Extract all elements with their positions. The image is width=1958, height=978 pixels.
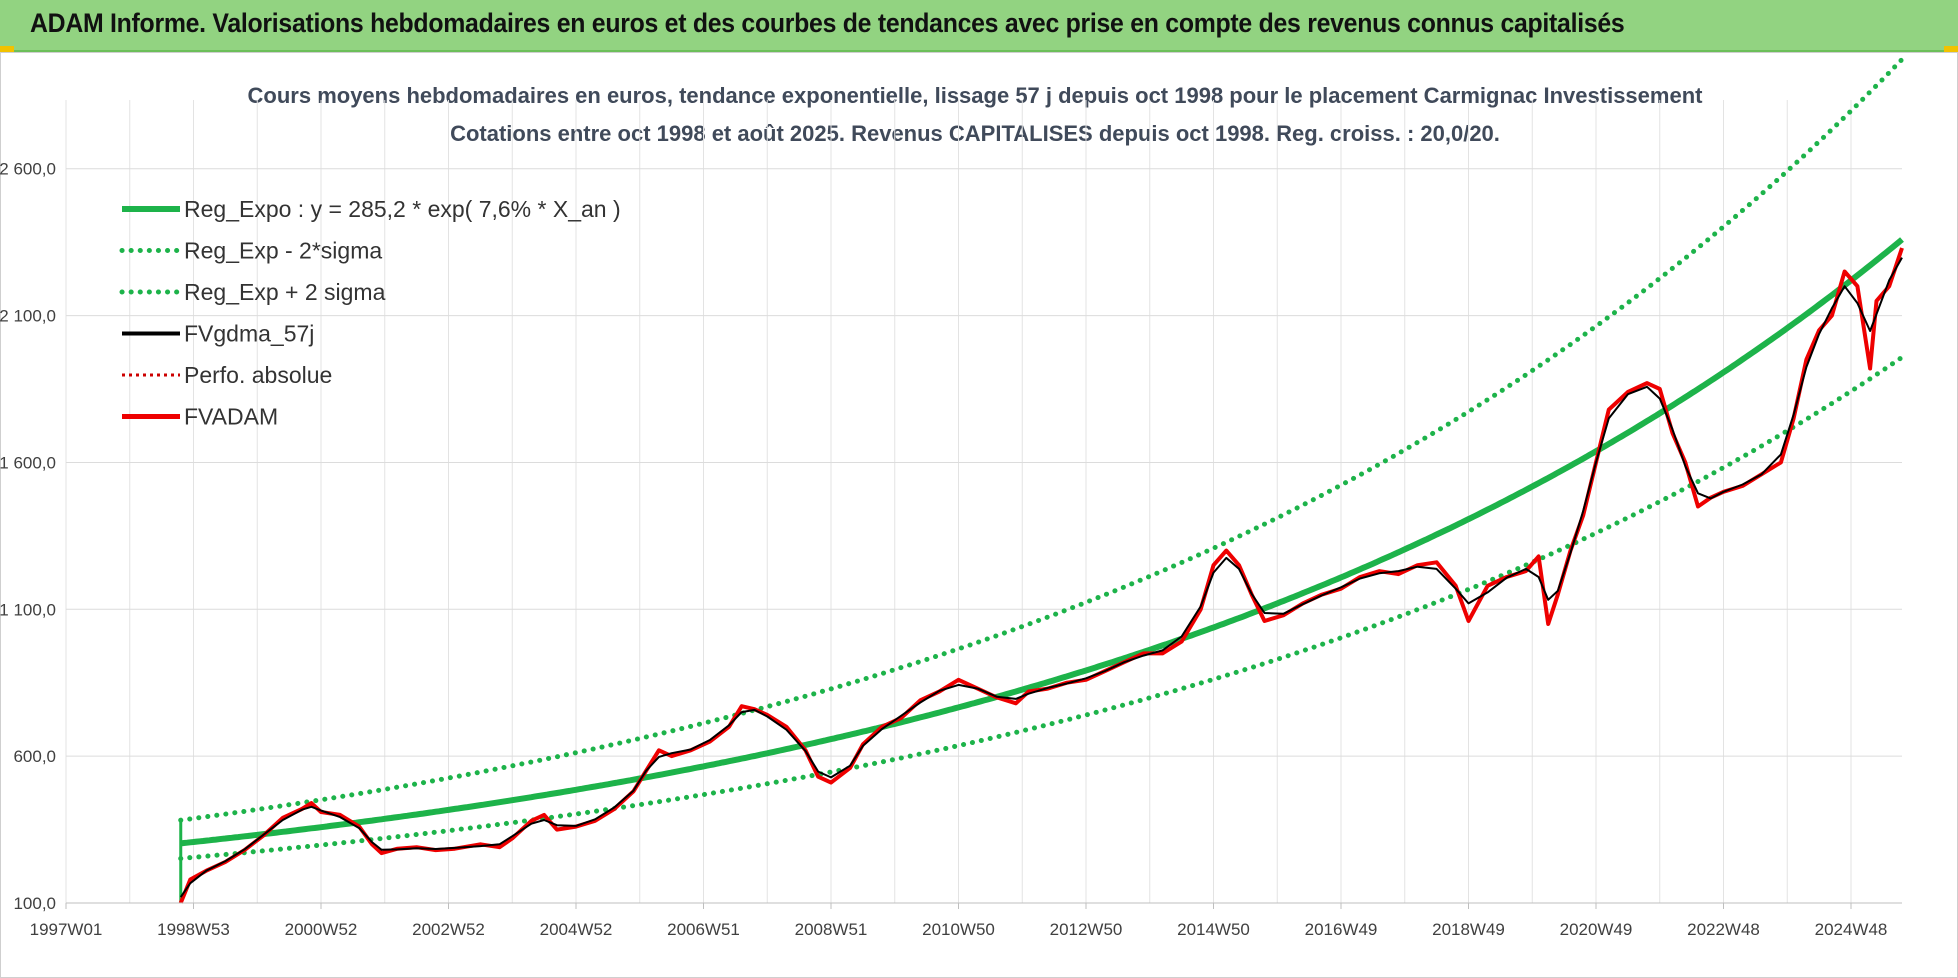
series-layer <box>178 56 1905 904</box>
y-tick-label: 100,0 <box>13 894 56 913</box>
y-tick-label: 600,0 <box>13 747 56 766</box>
x-tick-label: 2000W52 <box>285 920 358 939</box>
legend-label: Reg_Expo : y = 285,2 * exp( 7,6% * X_an … <box>184 196 621 222</box>
legend-label: Perfo. absolue <box>184 362 332 388</box>
x-tick-label: 2004W52 <box>540 920 613 939</box>
banner-title: ADAM Informe. Valorisations hebdomadaire… <box>30 8 1625 38</box>
series-reg-exp-minus-2sigma <box>178 354 1905 861</box>
corner-mark-left <box>0 46 14 52</box>
y-tick-label: 2 100,0 <box>0 307 56 326</box>
x-tick-label: 2006W51 <box>667 920 740 939</box>
series-fvgdma-57j <box>179 257 1903 898</box>
legend: Reg_Expo : y = 285,2 * exp( 7,6% * X_an … <box>119 196 621 430</box>
x-tick-label: 1998W53 <box>157 920 230 939</box>
chart-title-line1: Cours moyens hebdomadaires en euros, ten… <box>248 83 1704 108</box>
legend-label: FVgdma_57j <box>184 321 314 347</box>
chart-title-line2: Cotations entre oct 1998 et août 2025. R… <box>450 121 1500 146</box>
y-tick-label: 1 600,0 <box>0 453 56 472</box>
y-tick-label: 2 600,0 <box>0 160 56 179</box>
x-tick-label: 2018W49 <box>1432 920 1505 939</box>
x-tick-label: 1997W01 <box>30 920 103 939</box>
x-tick-label: 2022W48 <box>1687 920 1760 939</box>
legend-label: Reg_Exp - 2*sigma <box>184 238 382 264</box>
series-reg-exp-plus-2sigma <box>178 56 1905 823</box>
series-fvadam <box>178 247 1904 904</box>
x-tick-label: 2010W50 <box>922 920 995 939</box>
title-banner: ADAM Informe. Valorisations hebdomadaire… <box>0 0 1958 52</box>
x-tick-label: 2020W49 <box>1560 920 1633 939</box>
axes: 100,0 600,0 1 100,0 1 600,0 2 100,0 2 600,0 19… <box>0 160 1902 939</box>
legend-label: Reg_Exp + 2 sigma <box>184 279 386 305</box>
x-tick-label: 2012W50 <box>1050 920 1123 939</box>
x-tick-label: 2014W50 <box>1177 920 1250 939</box>
x-tick-label: 2002W52 <box>412 920 485 939</box>
series-reg-expo <box>180 237 1904 847</box>
x-tick-label: 2008W51 <box>795 920 868 939</box>
x-tick-label: 2016W49 <box>1305 920 1378 939</box>
corner-mark-right <box>1944 46 1958 52</box>
y-tick-label: 1 100,0 <box>0 600 56 619</box>
legend-label: FVADAM <box>184 404 278 430</box>
x-tick-label: 2024W48 <box>1815 920 1888 939</box>
